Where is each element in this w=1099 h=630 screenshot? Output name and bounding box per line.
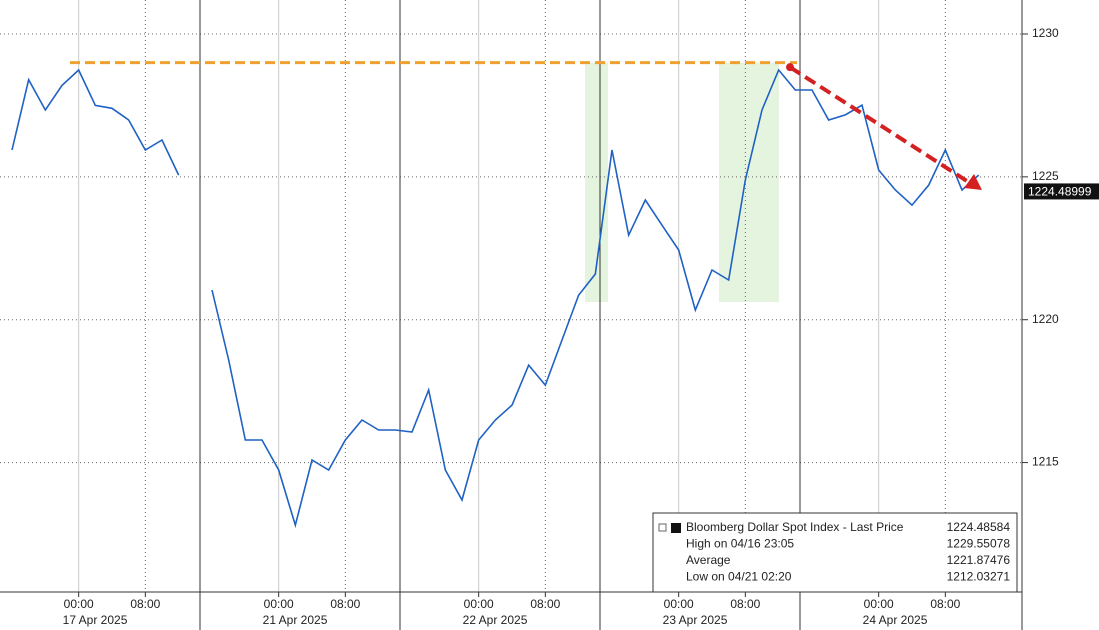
legend-label: Bloomberg Dollar Spot Index - Last Price [686,520,904,534]
legend: Bloomberg Dollar Spot Index - Last Price… [652,512,1018,593]
legend-collapse [658,523,667,532]
x-tick-label: 08:00 [130,597,160,611]
legend-value: 1221.87476 [947,553,1011,567]
price-line [211,68,980,529]
legend-label: Average [686,553,731,567]
y-tick-label: 1225 [1032,169,1059,183]
legend-value: 1229.55078 [947,537,1011,551]
trend-arrow-start [786,63,794,72]
legend-box [652,512,1018,593]
y-tick-label: 1230 [1032,26,1059,40]
y-tick-label: 1220 [1032,312,1059,326]
x-date-label: 22 Apr 2025 [463,613,528,627]
trend-arrow-head [964,174,982,190]
last-price-tag [1024,183,1099,200]
legend-label: High on 04/16 23:05 [686,537,794,551]
x-tick-label: 00:00 [664,597,694,611]
x-date-label: 24 Apr 2025 [863,613,928,627]
x-tick-label: 00:00 [264,597,294,611]
legend-value: 1224.48584 [947,520,1011,534]
x-date-label: 23 Apr 2025 [663,613,728,627]
last-price-label: 1224.48999 [1028,185,1092,199]
highlight-band [585,62,608,303]
y-tick-label: 1215 [1032,455,1059,469]
highlight-band [719,62,779,303]
x-tick-label: 00:00 [864,597,894,611]
x-tick-label: 00:00 [64,597,94,611]
price-line [11,68,180,176]
x-tick-label: 08:00 [330,597,360,611]
x-tick-label: 08:00 [930,597,960,611]
legend-label: Low on 04/21 02:20 [686,570,792,584]
legend-value: 1212.03271 [947,570,1011,584]
x-tick-label: 08:00 [530,597,560,611]
x-tick-label: 08:00 [730,597,760,611]
x-tick-label: 00:00 [464,597,494,611]
legend-swatch [671,523,681,533]
x-date-label: 17 Apr 2025 [63,613,128,627]
x-date-label: 21 Apr 2025 [263,613,328,627]
